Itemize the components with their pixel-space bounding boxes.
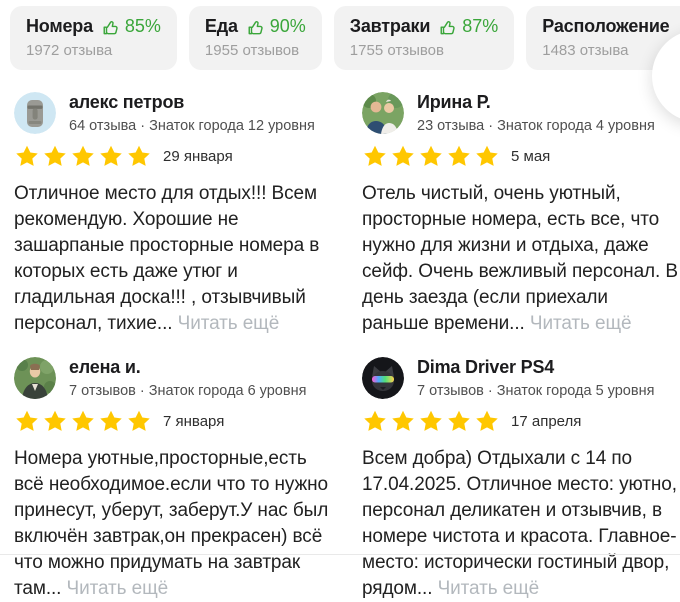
rating-row: 29 января bbox=[14, 144, 330, 169]
reviewer-meta: 7 отзывов · Знаток города 5 уровня bbox=[417, 383, 654, 399]
reviewer-name: Ирина Р. bbox=[417, 92, 655, 114]
reviewer-meta: 7 отзывов · Знаток города 6 уровня bbox=[69, 383, 306, 399]
reviewer-name: елена и. bbox=[69, 357, 306, 379]
review-date: 17 апреля bbox=[511, 413, 581, 430]
review-text: Всем добра) Отдыхали с 14 по 17.04.2025.… bbox=[362, 446, 678, 602]
category-label: Еда bbox=[205, 16, 238, 37]
review-card: Dima Driver PS4 7 отзывов · Знаток город… bbox=[362, 357, 678, 602]
category-label: Завтраки bbox=[350, 16, 430, 37]
reviewer-name: Dima Driver PS4 bbox=[417, 357, 654, 379]
category-percent: 90% bbox=[270, 16, 306, 37]
star-icon bbox=[70, 144, 96, 169]
category-chip-breakfasts[interactable]: Завтраки 87% 1755 отзывов bbox=[334, 6, 514, 70]
reviewer-meta: 23 отзыва · Знаток города 4 уровня bbox=[417, 118, 655, 134]
star-icon bbox=[474, 144, 500, 169]
category-label: Номера bbox=[26, 16, 93, 37]
star-icon bbox=[70, 409, 96, 434]
star-icon bbox=[42, 144, 68, 169]
star-icon bbox=[446, 144, 472, 169]
category-chip-rooms[interactable]: Номера 85% 1972 отзыва bbox=[10, 6, 177, 70]
star-icon bbox=[98, 409, 124, 434]
rating-row: 17 апреля bbox=[362, 409, 678, 434]
review-body: Номера уютные,просторные,есть всё необхо… bbox=[14, 448, 328, 599]
star-icon bbox=[126, 409, 152, 434]
thumb-up-icon bbox=[438, 18, 456, 36]
review-text: Отличное место для отдых!!! Всем рекомен… bbox=[14, 181, 330, 337]
category-label: Расположение bbox=[542, 16, 669, 37]
rating-row: 5 мая bbox=[362, 144, 678, 169]
reviewer-avatar-woman-garden bbox=[14, 357, 56, 399]
review-categories-carousel: Номера 85% 1972 отзыва Еда 90% 1955 отзы… bbox=[0, 0, 680, 70]
reviewer-name: алекс петров bbox=[69, 92, 315, 114]
star-icon bbox=[418, 144, 444, 169]
star-icon bbox=[474, 409, 500, 434]
reviews-grid: алекс петров 64 отзыва · Знаток города 1… bbox=[0, 70, 680, 602]
star-icon bbox=[98, 144, 124, 169]
review-body: Отличное место для отдых!!! Всем рекомен… bbox=[14, 183, 319, 334]
star-icon bbox=[14, 409, 40, 434]
read-more-link[interactable]: Читать ещё bbox=[178, 313, 280, 334]
reviewer-meta: 64 отзыва · Знаток города 12 уровня bbox=[69, 118, 315, 134]
read-more-link[interactable]: Читать ещё bbox=[530, 313, 632, 334]
category-review-count: 1972 отзыва bbox=[26, 42, 161, 59]
read-more-link[interactable]: Читать ещё bbox=[438, 578, 540, 599]
rating-row: 7 января bbox=[14, 409, 330, 434]
review-date: 5 мая bbox=[511, 148, 550, 165]
review-card: Ирина Р. 23 отзыва · Знаток города 4 уро… bbox=[362, 92, 678, 337]
reviewer-avatar-cat-rainbow-glasses bbox=[362, 357, 404, 399]
review-text: Отель чистый, очень уютный, просторные н… bbox=[362, 181, 678, 337]
category-chip-food[interactable]: Еда 90% 1955 отзывов bbox=[189, 6, 322, 70]
reviewer-avatar-family-photo bbox=[362, 92, 404, 134]
review-body: Всем добра) Отдыхали с 14 по 17.04.2025.… bbox=[362, 448, 677, 599]
category-percent: 87% bbox=[462, 16, 498, 37]
category-percent: 85% bbox=[125, 16, 161, 37]
category-review-count: 1755 отзывов bbox=[350, 42, 498, 59]
thumb-up-icon bbox=[246, 18, 264, 36]
review-card: елена и. 7 отзывов · Знаток города 6 уро… bbox=[14, 357, 330, 602]
reviewer-avatar-moai bbox=[14, 92, 56, 134]
review-date: 29 января bbox=[163, 148, 233, 165]
star-icon bbox=[362, 409, 388, 434]
category-review-count: 1955 отзывов bbox=[205, 42, 306, 59]
star-icon bbox=[446, 409, 472, 434]
star-icon bbox=[390, 409, 416, 434]
review-card: алекс петров 64 отзыва · Знаток города 1… bbox=[14, 92, 330, 337]
star-icon bbox=[418, 409, 444, 434]
star-icon bbox=[42, 409, 68, 434]
star-icon bbox=[126, 144, 152, 169]
star-icon bbox=[390, 144, 416, 169]
thumb-up-icon bbox=[101, 18, 119, 36]
star-icon bbox=[362, 144, 388, 169]
review-body: Отель чистый, очень уютный, просторные н… bbox=[362, 183, 678, 334]
review-date: 7 января bbox=[163, 413, 224, 430]
star-icon bbox=[14, 144, 40, 169]
read-more-link[interactable]: Читать ещё bbox=[67, 578, 169, 599]
review-text: Номера уютные,просторные,есть всё необхо… bbox=[14, 446, 330, 602]
